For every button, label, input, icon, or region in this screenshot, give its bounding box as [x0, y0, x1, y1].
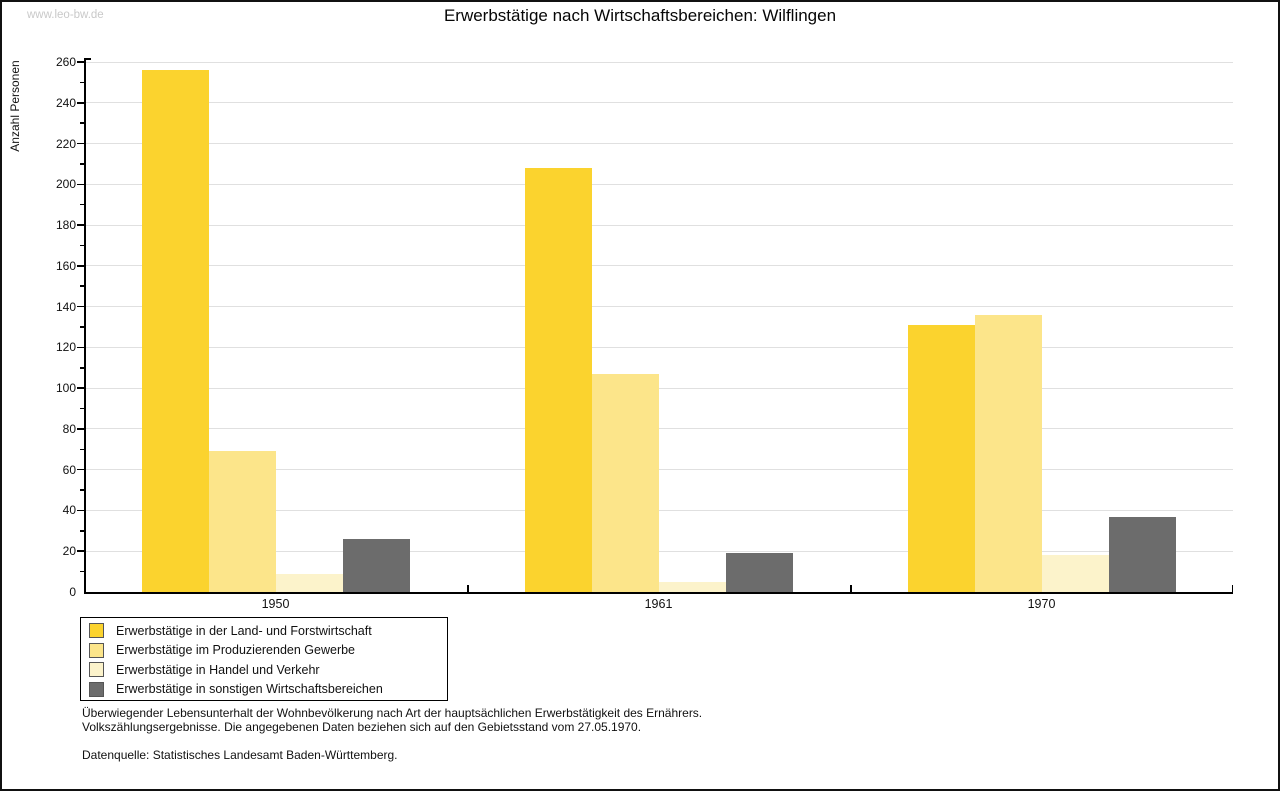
legend-box: Erwerbstätige in der Land- und Forstwirt…: [80, 617, 448, 701]
y-major-tick: [77, 550, 84, 552]
y-tick-label: 40: [62, 503, 76, 518]
y-minor-tick: [80, 203, 84, 206]
bar-1961-series3: [658, 582, 726, 592]
x-category-tick: [467, 585, 469, 592]
bar-1950-series3: [275, 574, 343, 592]
legend-label: Erwerbstätige in sonstigen Wirtschaftsbe…: [116, 682, 383, 697]
bar-1970-series4: [1108, 517, 1176, 592]
gridline: [84, 265, 1233, 267]
legend-item: Erwerbstätige im Produzierenden Gewerbe: [81, 641, 447, 661]
bar-1961-series2: [591, 374, 659, 592]
y-major-tick: [77, 265, 84, 267]
bar-1970-series3: [1041, 555, 1109, 592]
y-minor-tick: [80, 489, 84, 491]
gridline: [84, 61, 1233, 63]
data-source: Datenquelle: Statistisches Landesamt Bad…: [82, 748, 398, 762]
y-major-tick: [77, 346, 84, 349]
bar-1950-series4: [342, 539, 410, 592]
legend-label: Erwerbstätige im Produzierenden Gewerbe: [116, 643, 356, 658]
legend-item: Erwerbstätige in der Land- und Forstwirt…: [81, 621, 447, 641]
legend-swatch-produzierendes-gewerbe: [89, 642, 104, 658]
bar-1961-series4: [725, 553, 793, 592]
y-minor-tick: [80, 326, 84, 328]
chart-title: Erwerbstätige nach Wirtschaftsbereichen:…: [443, 6, 837, 25]
gridline: [84, 469, 1233, 471]
y-tick-label: 180: [55, 218, 76, 233]
y-axis-line: [84, 58, 86, 593]
y-minor-tick: [80, 448, 84, 451]
x-tick-label: 1950: [261, 597, 290, 611]
gridline: [84, 306, 1233, 308]
legend-label: Erwerbstätige in Handel und Verkehr: [116, 662, 320, 677]
y-axis-end-tick: [84, 58, 91, 60]
bar-1950-series1: [141, 70, 209, 592]
y-major-tick: [77, 468, 84, 471]
y-major-tick: [77, 183, 84, 186]
y-minor-tick: [80, 570, 84, 573]
bar-1970-series2: [974, 315, 1042, 592]
y-tick-label: 20: [62, 544, 76, 559]
legend-swatch-sonstige: [89, 681, 104, 697]
bar-1970-series1: [907, 325, 975, 592]
y-tick-label: 60: [62, 462, 76, 477]
x-tick-label: 1961: [644, 597, 673, 611]
y-minor-tick: [80, 530, 84, 532]
gridline: [84, 183, 1233, 185]
gridline: [84, 224, 1233, 226]
y-major-tick: [77, 428, 84, 430]
y-tick-label: 160: [55, 258, 76, 273]
legend-item: Erwerbstätige in Handel und Verkehr: [81, 660, 447, 680]
y-tick-label: 0: [69, 585, 76, 599]
y-tick-label: 220: [55, 136, 76, 151]
legend-label: Erwerbstätige in der Land- und Forstwirt…: [116, 623, 372, 638]
y-minor-tick: [80, 81, 84, 84]
gridline: [84, 102, 1233, 104]
y-major-tick: [77, 305, 84, 308]
y-tick-label: 120: [55, 340, 76, 355]
gridline: [84, 346, 1233, 348]
footer-note-line2: Volkszählungsergebnisse. Die angegebenen…: [82, 719, 642, 734]
y-minor-tick: [80, 407, 84, 410]
footer-note: Überwiegender Lebensunterhalt der Wohnbe…: [82, 706, 703, 734]
bar-1950-series2: [208, 451, 276, 592]
legend-swatch-land-forstwirtschaft: [89, 623, 104, 639]
legend-item: Erwerbstätige in sonstigen Wirtschaftsbe…: [81, 680, 447, 700]
y-tick-label: 200: [55, 177, 76, 192]
y-tick-label: 80: [62, 421, 76, 436]
y-major-tick: [77, 387, 84, 389]
y-minor-tick: [80, 163, 84, 165]
x-category-tick: [850, 585, 852, 592]
y-tick-label: 260: [55, 55, 76, 69]
y-minor-tick: [80, 122, 84, 124]
y-major-tick: [77, 224, 84, 226]
x-tick-label: 1970: [1027, 597, 1056, 611]
y-axis-label: Anzahl Personen: [8, 60, 22, 152]
y-minor-tick: [80, 367, 84, 369]
x-axis-end-tick: [1231, 585, 1233, 592]
watermark: www.leo-bw.de: [27, 9, 104, 21]
legend-swatch-handel-verkehr: [89, 662, 104, 678]
bar-1961-series1: [524, 168, 592, 592]
y-major-tick: [77, 509, 84, 512]
y-tick-label: 140: [55, 299, 76, 314]
x-axis-line: [84, 591, 1233, 594]
footer-note-line1: Überwiegender Lebensunterhalt der Wohnbe…: [82, 706, 703, 720]
y-major-tick: [77, 102, 84, 104]
y-tick-label: 240: [55, 95, 76, 110]
y-major-tick: [77, 142, 84, 145]
y-minor-tick: [80, 244, 84, 247]
gridline: [84, 509, 1233, 511]
y-major-tick: [77, 61, 84, 63]
y-minor-tick: [80, 285, 84, 287]
gridline: [84, 387, 1233, 389]
gridline: [84, 550, 1233, 552]
gridline: [84, 143, 1233, 145]
y-tick-label: 100: [55, 381, 76, 396]
gridline: [84, 428, 1233, 430]
